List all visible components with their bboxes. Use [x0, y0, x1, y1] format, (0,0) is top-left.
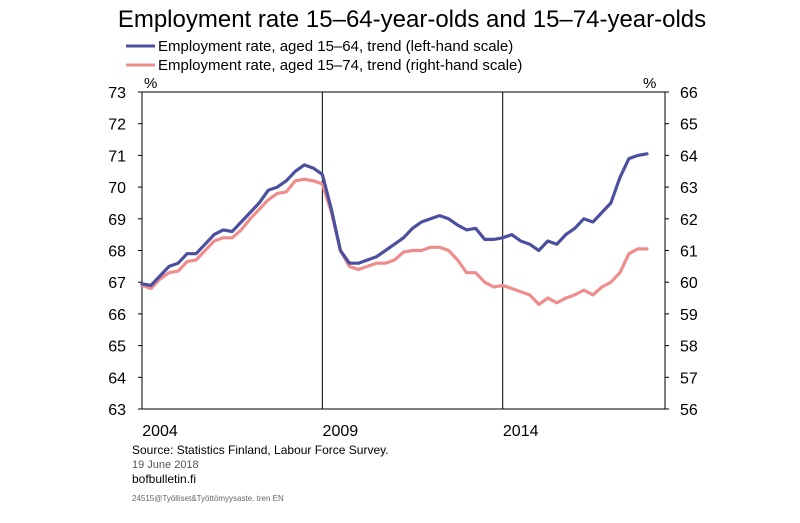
x-tick-label-2004: 2004 — [142, 423, 178, 440]
left-tick-label-68: 68 — [108, 244, 126, 261]
publication-date: 19 June 2018 — [132, 459, 199, 471]
right-tick-label-62: 62 — [680, 212, 698, 229]
legend-label-15-64: Employment rate, aged 15–64, trend (left… — [158, 38, 513, 55]
left-tick-label-69: 69 — [108, 212, 126, 229]
legend-label-15-74: Employment rate, aged 15–74, trend (righ… — [158, 57, 522, 74]
left-tick-label-72: 72 — [108, 117, 126, 134]
x-tick-label-2014: 2014 — [503, 423, 539, 440]
vertical-gridlines — [321, 92, 504, 409]
chart-code: 24515@Työlliset&Työttömyysaste. tren EN — [132, 494, 284, 503]
left-tick-label-65: 65 — [108, 339, 126, 356]
left-axis-unit: % — [144, 75, 157, 92]
right-tick-label-61: 61 — [680, 244, 698, 261]
right-axis-unit: % — [643, 75, 656, 92]
right-tick-label-64: 64 — [680, 148, 698, 165]
left-tick-label-63: 63 — [108, 402, 126, 419]
left-tick-label-67: 67 — [108, 275, 126, 292]
right-axis-ticks: 56 57 58 59 60 61 62 63 64 65 66 — [665, 85, 698, 419]
series-line-15-64 — [140, 152, 649, 287]
right-tick-label-66: 66 — [680, 85, 698, 102]
left-tick-label-70: 70 — [108, 180, 126, 197]
left-tick-label-64: 64 — [108, 370, 126, 387]
right-tick-label-58: 58 — [680, 339, 698, 356]
source-note: Source: Statistics Finland, Labour Force… — [132, 443, 389, 457]
chart-title: Employment rate 15–64-year-olds and 15–7… — [118, 6, 706, 33]
left-tick-label-66: 66 — [108, 307, 126, 324]
right-tick-label-65: 65 — [680, 117, 698, 134]
right-tick-label-60: 60 — [680, 275, 698, 292]
right-tick-label-59: 59 — [680, 307, 698, 324]
x-tick-label-2009: 2009 — [323, 423, 359, 440]
left-tick-label-73: 73 — [108, 85, 126, 102]
right-tick-label-57: 57 — [680, 370, 698, 387]
x-axis-ticks: 2004 2009 2014 — [142, 423, 538, 440]
right-tick-label-63: 63 — [680, 180, 698, 197]
series-line-15-74 — [140, 177, 649, 306]
website-label: bofbulletin.fi — [132, 472, 196, 486]
right-tick-label-56: 56 — [680, 402, 698, 419]
left-axis-ticks: 63 64 65 66 67 68 69 70 71 72 73 — [108, 85, 142, 419]
left-tick-label-71: 71 — [108, 148, 126, 165]
legend: Employment rate, aged 15–64, trend (left… — [126, 38, 522, 74]
series-lines — [140, 152, 649, 306]
